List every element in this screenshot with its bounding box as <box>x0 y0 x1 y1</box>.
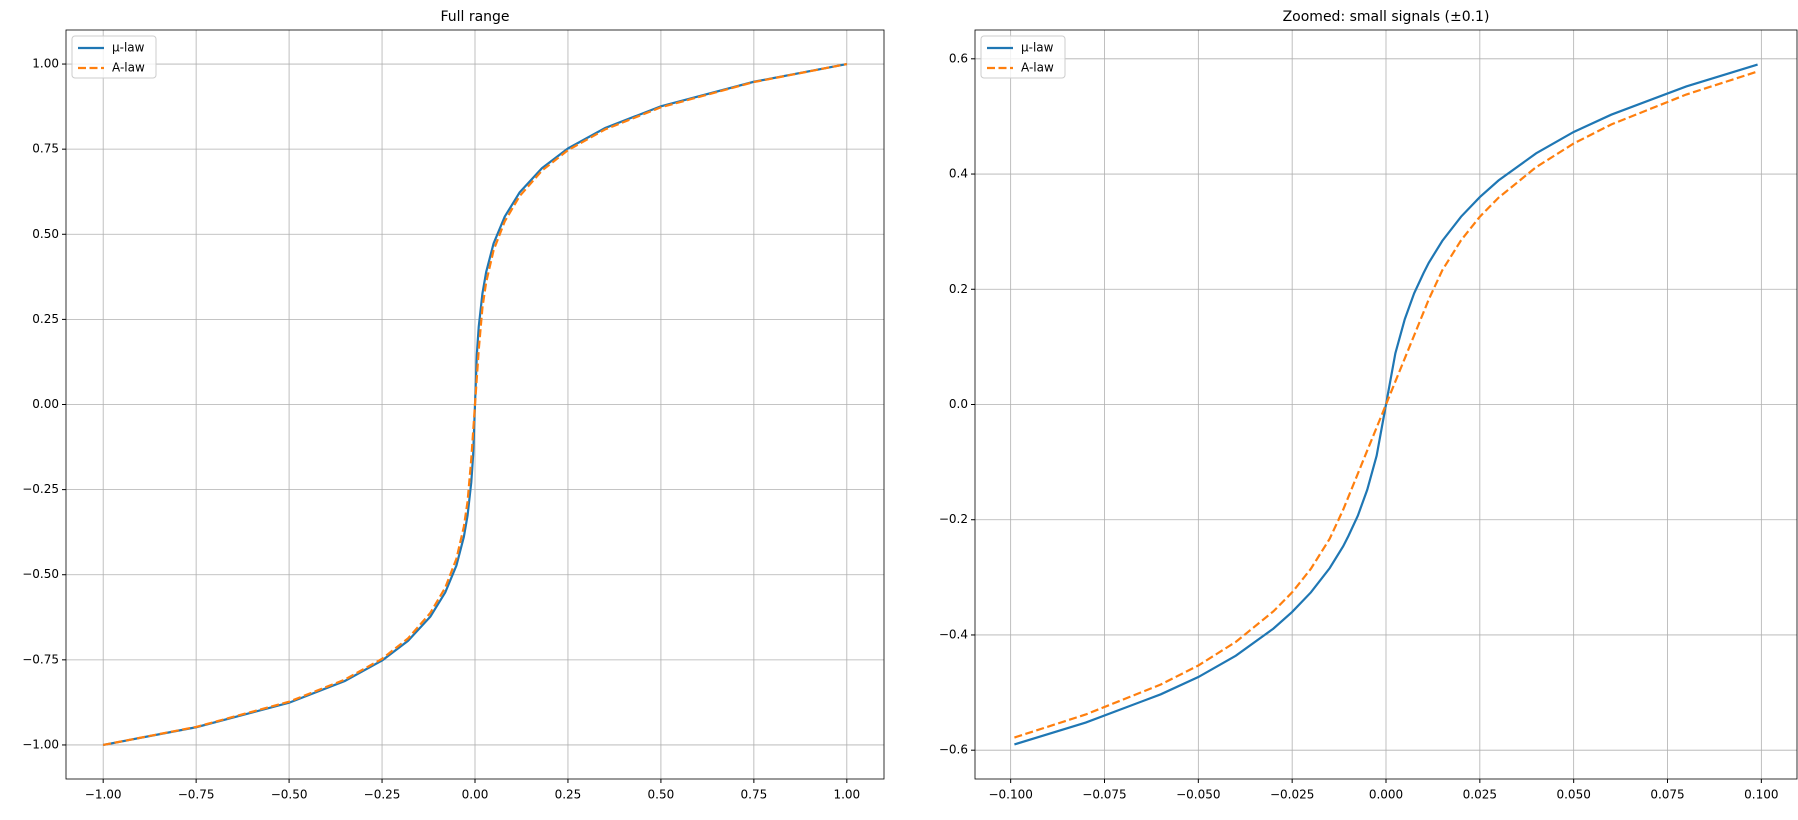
x-tick-label: −0.025 <box>1270 788 1314 802</box>
y-tick-label: 0.25 <box>32 312 59 326</box>
x-tick-label: −0.100 <box>988 788 1032 802</box>
x-tick-label: 0.025 <box>1463 788 1497 802</box>
y-tick-label: 1.00 <box>32 57 59 71</box>
x-tick-label: −0.75 <box>178 788 215 802</box>
x-tick-label: −1.00 <box>85 788 122 802</box>
line-series <box>1014 63 1758 746</box>
line-series <box>102 62 848 747</box>
x-tick-label: 0.100 <box>1744 788 1778 802</box>
chart-title: Full range <box>440 9 509 25</box>
x-tick-label: −0.25 <box>364 788 401 802</box>
x-tick-label: −0.075 <box>1082 788 1126 802</box>
y-tick-label: 0.6 <box>949 51 968 65</box>
legend-label: A-law <box>1021 61 1054 75</box>
x-tick-label: 0.25 <box>555 788 582 802</box>
y-tick-label: 0.2 <box>949 282 968 296</box>
x-tick-label: 0.000 <box>1369 788 1403 802</box>
x-tick-label: 1.00 <box>833 788 860 802</box>
y-tick-label: −1.00 <box>22 737 59 751</box>
x-tick-label: 0.075 <box>1650 788 1684 802</box>
y-tick-label: −0.75 <box>22 652 59 666</box>
axes-frame <box>974 29 1798 780</box>
y-tick-label: −0.50 <box>22 567 59 581</box>
legend-label: A-law <box>112 61 145 75</box>
x-tick-label: 0.00 <box>462 788 489 802</box>
y-tick-label: 0.50 <box>32 227 59 241</box>
line-series <box>1014 70 1758 739</box>
y-tick-label: 0.75 <box>32 142 59 156</box>
y-tick-label: −0.6 <box>939 743 968 757</box>
x-tick-label: 0.50 <box>648 788 675 802</box>
y-tick-label: 0.0 <box>949 397 968 411</box>
axes-frame <box>65 29 885 780</box>
legend-label: μ-law <box>1021 41 1054 55</box>
x-tick-label: −0.50 <box>271 788 308 802</box>
legend-label: μ-law <box>112 41 145 55</box>
y-tick-label: 0.4 <box>949 167 968 181</box>
y-tick-label: −0.25 <box>22 482 59 496</box>
y-tick-label: 0.00 <box>32 397 59 411</box>
chart-title: Zoomed: small signals (±0.1) <box>1283 9 1490 25</box>
x-tick-label: −0.050 <box>1176 788 1220 802</box>
y-tick-label: −0.2 <box>939 512 968 526</box>
x-tick-label: 0.050 <box>1556 788 1590 802</box>
y-tick-label: −0.4 <box>939 627 968 641</box>
x-tick-label: 0.75 <box>741 788 768 802</box>
